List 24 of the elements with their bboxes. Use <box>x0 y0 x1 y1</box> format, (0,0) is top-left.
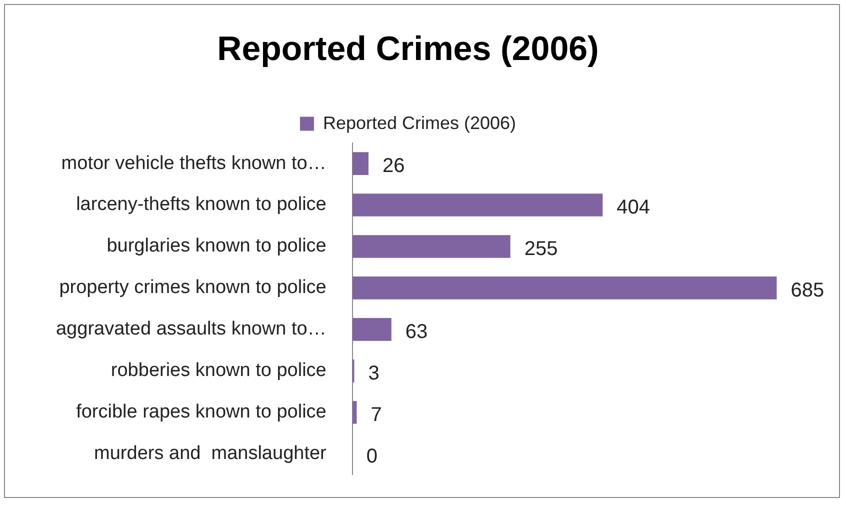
y-tick-label: aggravated assaults known to… <box>56 318 326 340</box>
legend-label: Reported Crimes (2006) <box>322 112 516 133</box>
y-tick-label: burglaries known to police <box>106 236 326 257</box>
bar <box>352 194 603 216</box>
bar <box>352 235 510 258</box>
y-tick-label: robberies known to police <box>110 360 326 382</box>
y-tick-label: property crimes known to police <box>59 277 326 298</box>
data-label: 255 <box>524 238 558 260</box>
data-label: 0 <box>366 445 378 468</box>
data-label: 685 <box>790 279 824 302</box>
y-tick-label: murders and manslaughter <box>94 443 328 464</box>
bar <box>352 400 357 424</box>
data-label: 404 <box>616 196 650 219</box>
y-tick-label: forcible rapes known to police <box>76 402 326 423</box>
y-tick-label: motor vehicle thefts known to… <box>61 152 326 174</box>
bar <box>352 318 392 341</box>
bar <box>352 276 777 300</box>
data-label: 63 <box>405 320 428 343</box>
data-label: 26 <box>382 155 405 178</box>
y-tick-label: larceny-thefts known to police <box>76 194 326 216</box>
data-label: 3 <box>368 362 380 384</box>
bar <box>352 152 368 175</box>
chart-title: Reported Crimes (2006) <box>217 30 599 68</box>
data-label: 7 <box>370 404 382 426</box>
